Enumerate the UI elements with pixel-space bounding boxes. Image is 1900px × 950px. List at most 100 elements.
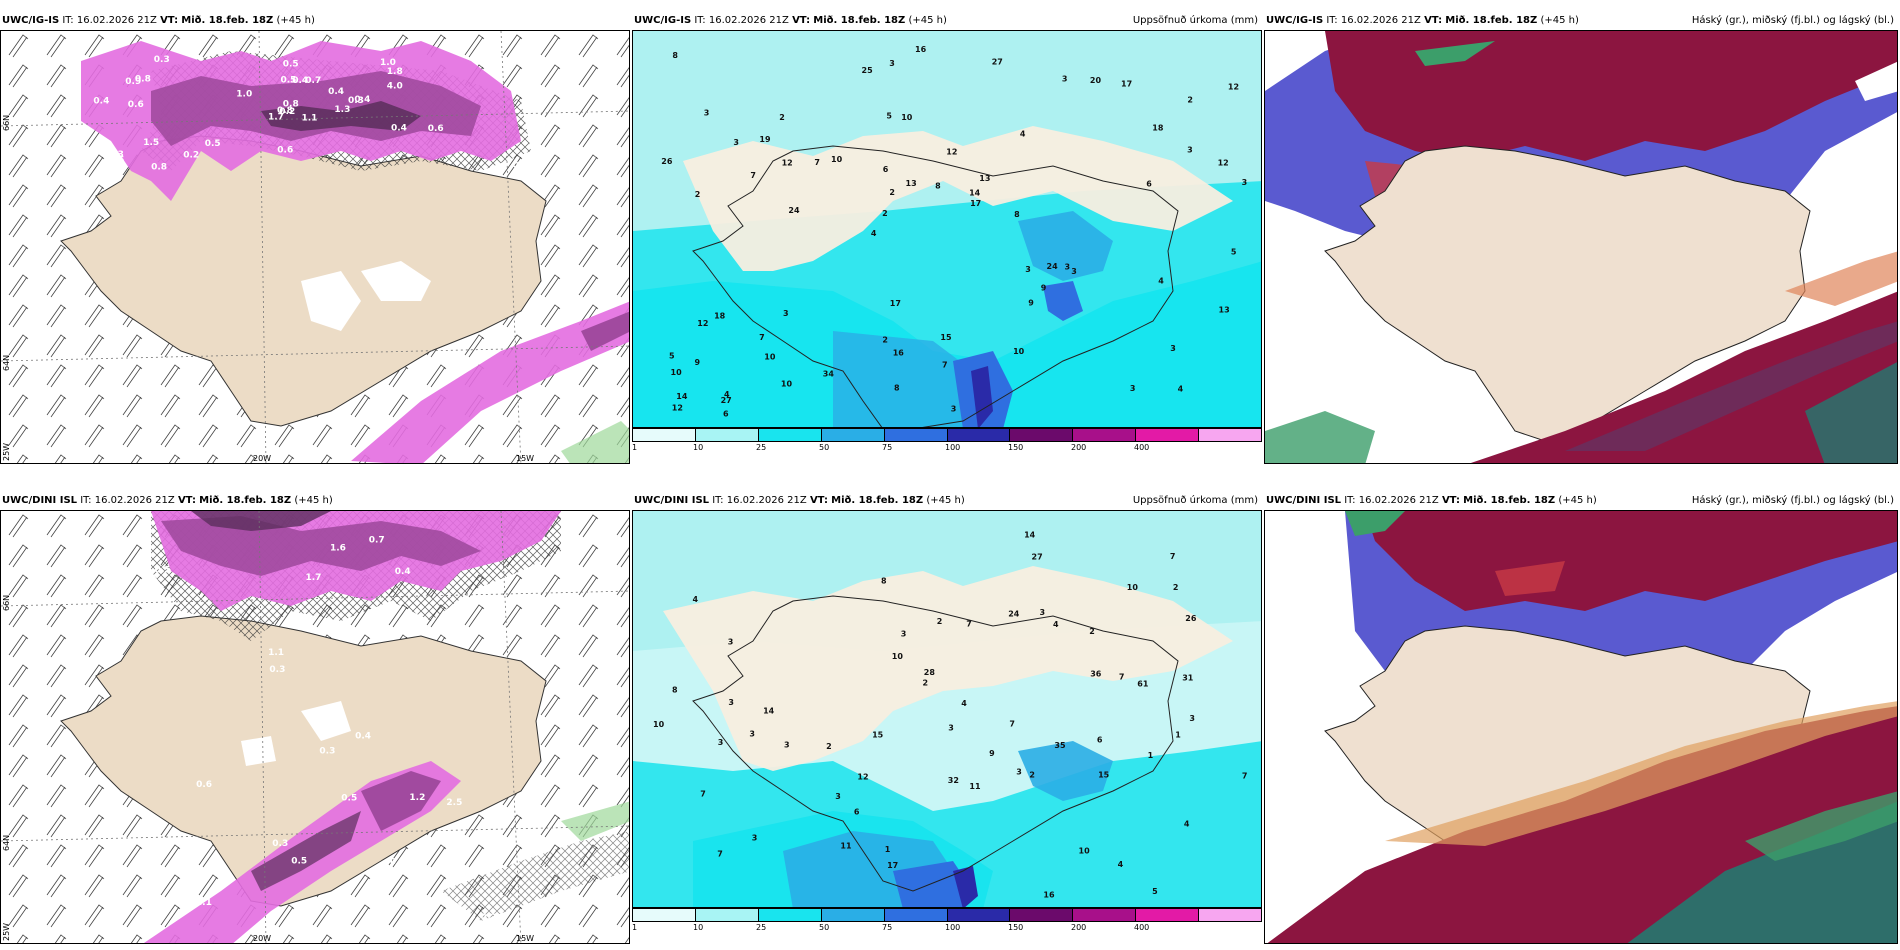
value-label: 0.3: [512, 161, 528, 171]
value-label: 0.4: [328, 87, 344, 97]
value-label: 0.4: [354, 95, 370, 105]
value-label: 13: [979, 174, 990, 183]
lon-label-15: 15W: [516, 454, 534, 463]
value-label: 11: [969, 782, 981, 791]
value-label: 2.5: [446, 798, 462, 808]
value-label: 3: [835, 792, 841, 801]
value-label: 1.0: [380, 58, 396, 68]
value-label: 8: [881, 577, 887, 586]
colorbar-swatch: [1136, 909, 1200, 921]
value-label: 26: [1185, 614, 1197, 623]
value-label: 3: [749, 729, 755, 738]
value-label: 12: [1218, 159, 1229, 168]
value-label: 2: [1187, 96, 1193, 105]
value-label: 3: [1242, 178, 1248, 187]
value-label: 6: [854, 808, 860, 817]
value-label: 16: [915, 45, 927, 54]
value-label: 7: [1009, 720, 1015, 729]
value-label: 0.3: [418, 869, 434, 879]
value-label: 0.4: [93, 96, 109, 106]
colorbar-swatch: [1073, 909, 1137, 921]
value-label: 14: [969, 189, 981, 198]
value-label: 0.5: [155, 565, 171, 575]
value-label: 10: [901, 113, 913, 122]
colorbar-swatch: [1136, 429, 1200, 441]
lead-time: (+45 h): [276, 15, 315, 26]
value-label: 3: [1189, 714, 1195, 723]
value-label: 0.6: [428, 124, 444, 134]
value-label: 2: [1089, 627, 1095, 636]
value-label: 7: [759, 333, 765, 342]
lead-time: (+45 h): [926, 495, 965, 506]
value-label: 16: [893, 348, 905, 357]
colorbar-tick: 200: [1071, 443, 1087, 452]
value-label: 6: [1146, 179, 1152, 188]
colorbar-tick: 150: [1008, 923, 1024, 932]
colorbar-tick: 25: [756, 443, 767, 452]
value-label: 12: [946, 148, 957, 157]
value-label: 1: [1175, 730, 1181, 739]
value-label: 1.0: [236, 89, 252, 99]
value-label: 1.1: [302, 114, 318, 124]
value-label: 0.7: [305, 76, 321, 86]
colorbar-swatch: [695, 429, 759, 441]
value-label: 0.8: [277, 106, 293, 116]
cloud-map[interactable]: [1264, 510, 1898, 944]
value-label: 0.2: [279, 107, 295, 117]
colorbar-swatch: [758, 909, 822, 921]
precip-map[interactable]: 4 2 2 4 4 4 5 12 18 10 10 10 10 13 3 3 3 3 3 3 2 2 2 2 3 3 3 3 3 3 7 7 9…: [632, 30, 1262, 428]
value-label: 1.1: [268, 648, 284, 658]
model-name: UWC/IG-IS: [1266, 15, 1324, 26]
value-label: 10: [781, 379, 793, 388]
value-label: 0.5: [341, 793, 357, 803]
snow-map[interactable]: 66N 64N 25W 20W 15W 2.1 2.5 0.4 0.5 1.7 0.7 1.…: [0, 510, 630, 944]
value-label: 0.9: [390, 858, 406, 868]
value-label: 0.4: [391, 123, 407, 133]
snow-value-labels: 1.10.90.20.30.30.51.00.71.81.30.30.30.61…: [93, 55, 536, 173]
model-name: UWC/DINI ISL: [2, 495, 78, 506]
value-label: 0.7: [369, 535, 385, 545]
value-label: 17: [890, 299, 901, 308]
value-label: 20: [1090, 76, 1102, 85]
colorbar-tick: 400: [1134, 443, 1150, 452]
value-label: 0.3: [108, 150, 124, 160]
value-label: 4: [961, 699, 967, 708]
product-title: Uppsöfnuð úrkoma (mm): [1132, 15, 1258, 26]
value-label: 3: [1071, 267, 1077, 276]
value-label: 1.5: [143, 138, 159, 148]
value-label: 14: [676, 392, 688, 401]
value-label: 4: [724, 390, 730, 399]
value-label: 8: [935, 182, 941, 191]
value-label: 35: [1054, 741, 1066, 750]
value-label: 9: [1041, 284, 1047, 293]
product-title: Háský (gr.), miðský (fj.bl.) og lágský (…: [1691, 15, 1894, 26]
precip-map[interactable]: 5 3 3 4 4 3 3 2 2 2 4 4 6 8 7 7 6 4 8 7 7 7 7 7 3 3 3 3 2 2 2 3 3 3 3 1 1 10 1…: [632, 510, 1262, 908]
value-label: 0.9: [125, 77, 141, 87]
value-label: 10: [1127, 583, 1139, 592]
value-label: 3: [783, 309, 789, 318]
value-label: 1.0: [520, 71, 536, 81]
colorbar-tick: 1: [632, 443, 638, 452]
value-label: 5: [669, 352, 675, 361]
value-label: 3: [728, 698, 734, 707]
value-label: 4.0: [387, 81, 403, 91]
value-label: 11: [840, 841, 852, 850]
value-label: 1.5: [445, 863, 461, 873]
cloud-map[interactable]: [1264, 30, 1898, 464]
value-label: 17: [1121, 79, 1132, 88]
value-label: 0.8: [283, 100, 299, 110]
snow-map[interactable]: 66N 64N 25W 20W 15W 1.1 0.9 0.2 0.3 0.3 0.5 1.…: [0, 30, 630, 464]
value-label: 7: [966, 619, 972, 628]
value-label: 0.3: [319, 747, 335, 757]
value-label: 1.7: [306, 573, 322, 583]
value-label: 17: [970, 199, 981, 208]
value-label: 0.5: [291, 857, 307, 867]
value-label: 12: [857, 772, 868, 781]
value-label: 0.2: [183, 151, 199, 161]
value-label: 15: [1098, 770, 1110, 779]
value-label: 12: [782, 159, 793, 168]
colorbar-tick: 25: [756, 923, 767, 932]
model-name: UWC/DINI ISL: [634, 495, 710, 506]
colorbar-ticks: 1 10 25 50 75 100 150 200 400: [632, 923, 1262, 935]
value-label: 19: [759, 135, 771, 144]
